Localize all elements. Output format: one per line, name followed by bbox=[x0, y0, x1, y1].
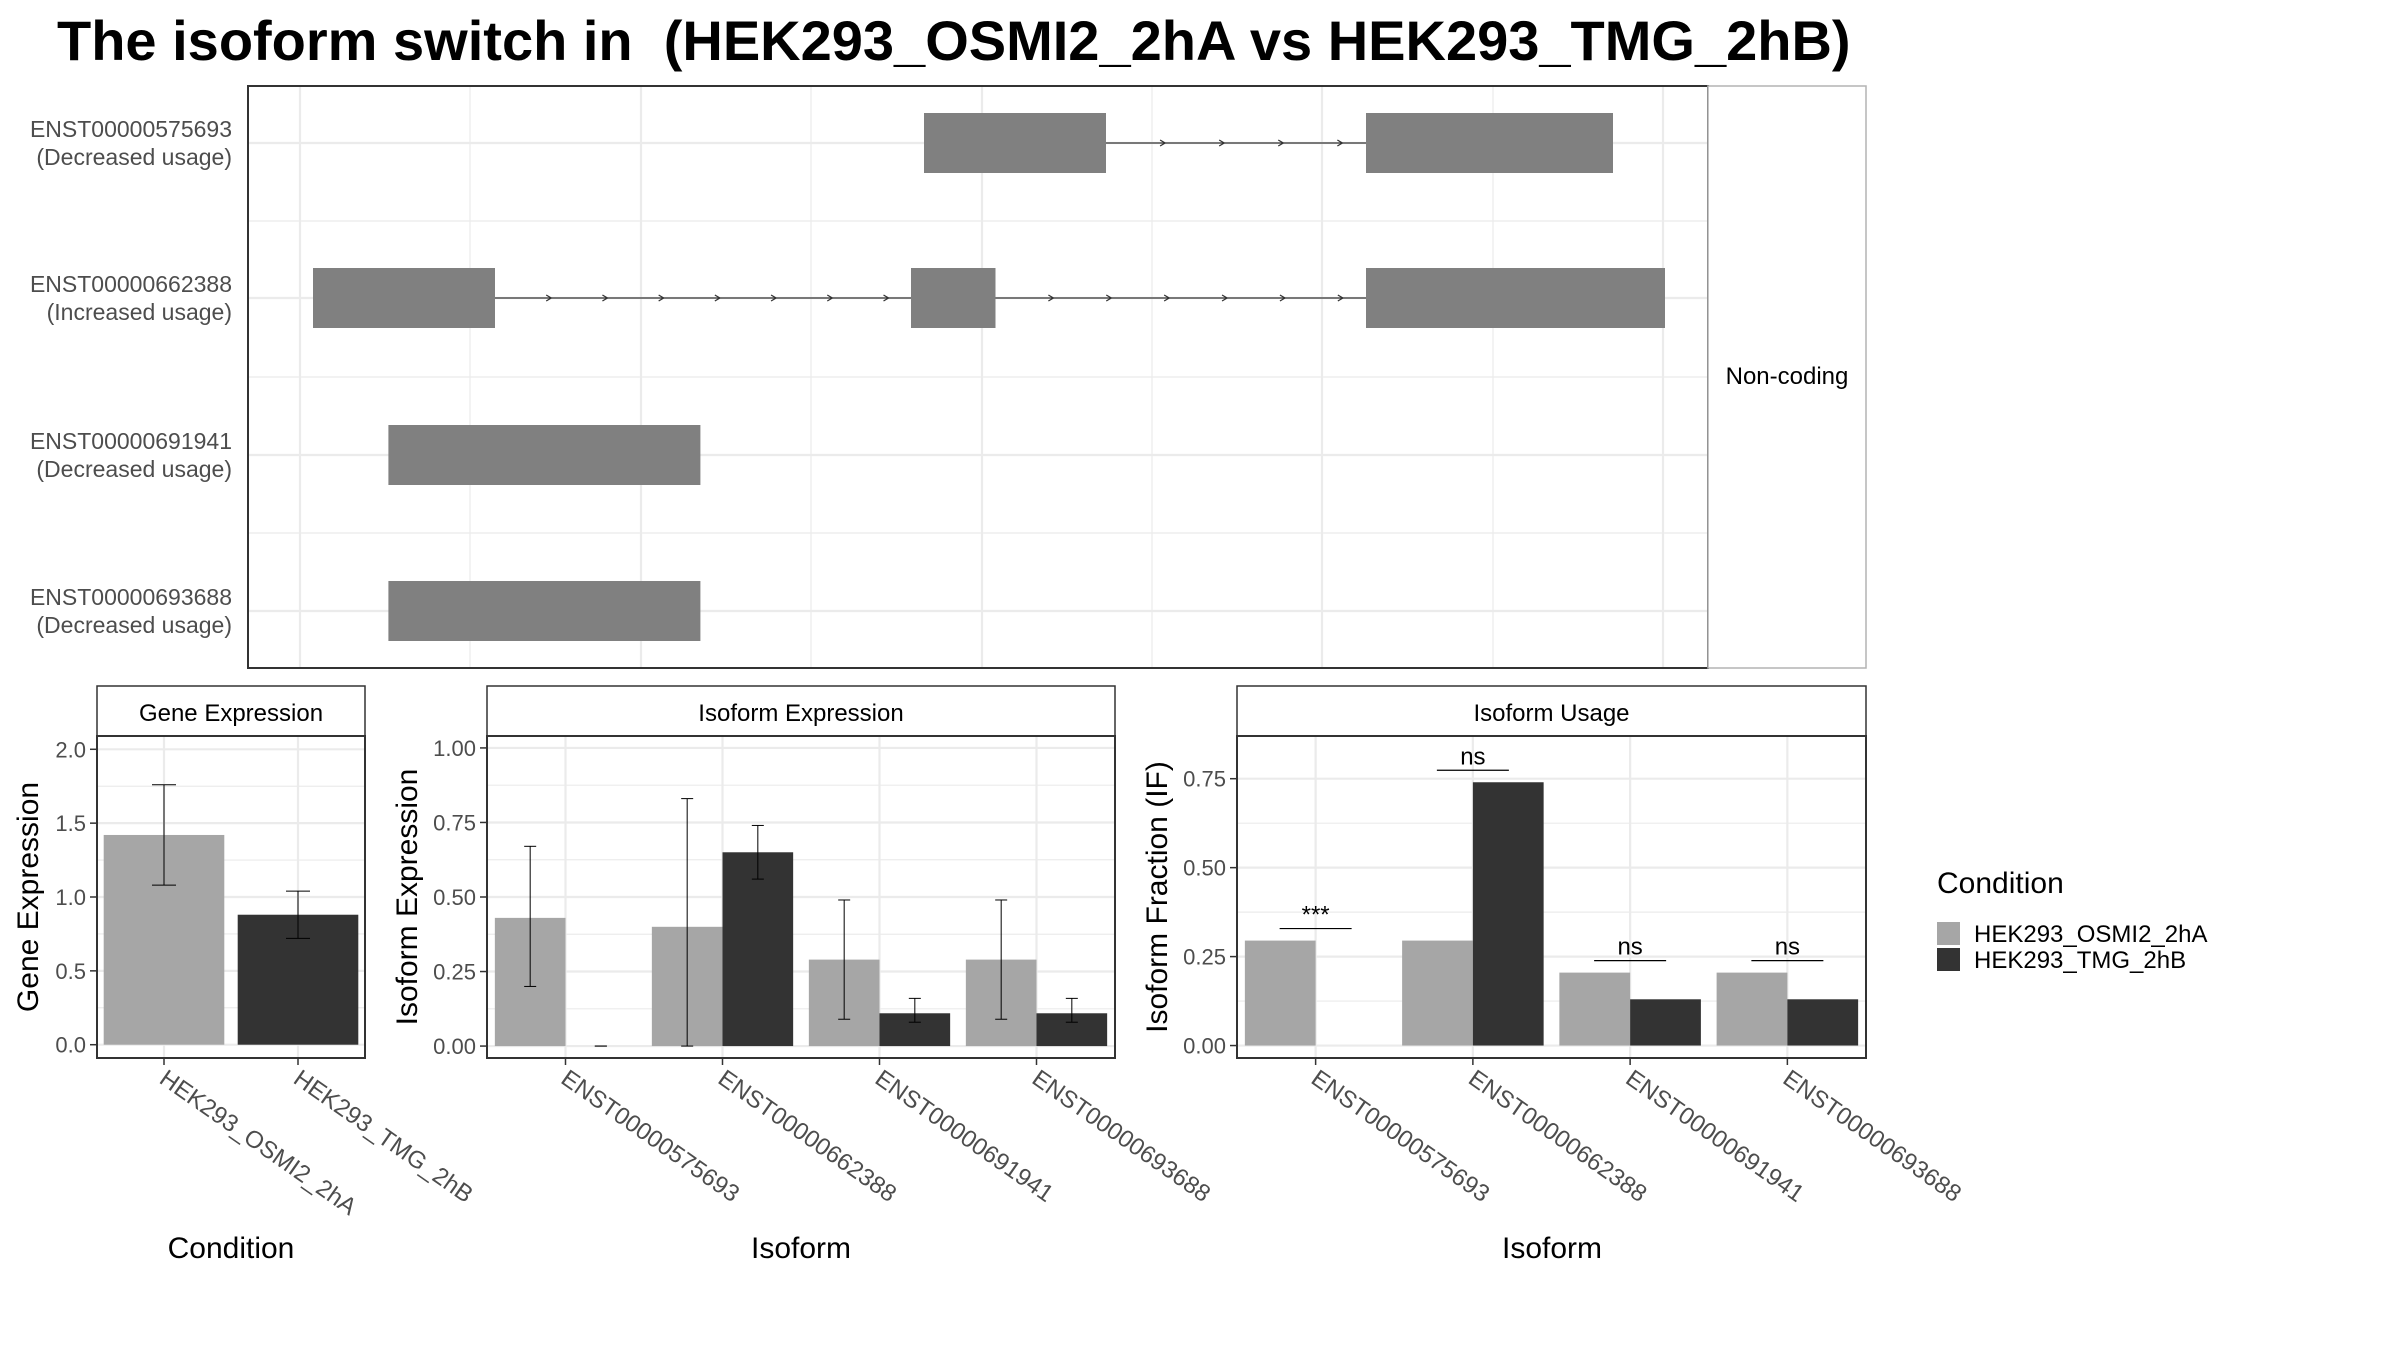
panel-strip bbox=[1236, 685, 1867, 737]
panel-strip-label: Isoform Expression bbox=[698, 700, 903, 727]
significance-label: ns bbox=[1460, 743, 1485, 770]
intron-direction-arrow bbox=[1277, 139, 1285, 147]
intron-direction-arrow bbox=[883, 294, 890, 302]
x-axis-title: Isoform bbox=[1502, 1232, 1602, 1265]
x-axis-title: Isoform bbox=[751, 1232, 851, 1265]
panel-strip-label: Gene Expression bbox=[139, 700, 323, 727]
transcript-usage-label: (Decreased usage) bbox=[36, 612, 232, 638]
intron-direction-arrow bbox=[1337, 294, 1345, 302]
intron-direction-arrow bbox=[1218, 139, 1226, 147]
y-tick-label: 0.75 bbox=[1183, 767, 1226, 792]
panel-strip bbox=[96, 685, 366, 737]
legend-label: HEK293_TMG_2hB bbox=[1974, 947, 2186, 974]
y-tick-label: 0.50 bbox=[1183, 856, 1226, 881]
y-axis-title: Isoform Fraction (IF) bbox=[1141, 761, 1174, 1033]
legend-label: HEK293_OSMI2_2hA bbox=[1974, 921, 2207, 948]
intron-direction-arrow bbox=[658, 294, 665, 302]
data-bar bbox=[1402, 940, 1473, 1046]
transcript-id-label: ENST00000693688 bbox=[30, 584, 232, 610]
intron-direction-arrow bbox=[1221, 294, 1229, 302]
intron-direction-arrow bbox=[1163, 294, 1171, 302]
intron-direction-arrow bbox=[1337, 139, 1344, 147]
y-tick-label: 0.50 bbox=[433, 885, 476, 910]
intron-direction-arrow bbox=[1048, 294, 1055, 302]
data-bar bbox=[1716, 972, 1788, 1046]
data-bar bbox=[722, 852, 794, 1047]
intron-direction-arrow bbox=[602, 294, 609, 302]
intron-direction-arrow bbox=[826, 294, 834, 302]
transcript-usage-label: (Decreased usage) bbox=[36, 456, 232, 482]
y-axis-title: Isoform Expression bbox=[391, 769, 424, 1026]
significance-label: ns bbox=[1775, 934, 1800, 961]
y-tick-label: 0.5 bbox=[55, 959, 86, 984]
y-tick-label: 0.00 bbox=[1183, 1034, 1226, 1059]
y-axis-title: Gene Expression bbox=[12, 782, 45, 1012]
x-axis-title: Condition bbox=[168, 1232, 295, 1265]
data-bar bbox=[1472, 782, 1544, 1046]
transcript-usage-label: (Increased usage) bbox=[47, 299, 232, 325]
exon-block bbox=[1366, 268, 1665, 328]
panel-strip-label: Isoform Usage bbox=[1473, 700, 1629, 727]
transcript-id-label: ENST00000575693 bbox=[30, 116, 232, 142]
exon-block bbox=[388, 581, 701, 641]
legend-title: Condition bbox=[1937, 867, 2064, 900]
structure-strip bbox=[1707, 85, 1867, 669]
legend-swatch bbox=[1937, 922, 1960, 945]
exon-block bbox=[388, 425, 701, 485]
intron-direction-arrow bbox=[545, 294, 553, 302]
y-tick-label: 1.0 bbox=[55, 885, 86, 910]
intron-direction-arrow bbox=[1279, 294, 1287, 302]
data-bar bbox=[1630, 999, 1701, 1046]
exon-block bbox=[924, 113, 1106, 173]
y-tick-label: 0.25 bbox=[1183, 945, 1226, 970]
data-bar bbox=[1787, 999, 1859, 1046]
panel-strip bbox=[486, 685, 1116, 737]
structure-strip-label: Non-coding bbox=[1726, 363, 1849, 390]
y-tick-label: 0.0 bbox=[55, 1033, 86, 1058]
y-tick-label: 0.75 bbox=[433, 810, 476, 835]
y-tick-label: 0.25 bbox=[433, 960, 476, 985]
significance-label: *** bbox=[1302, 902, 1330, 929]
figure-title: The isoform switch in (HEK293_OSMI2_2hA … bbox=[57, 9, 1851, 72]
intron-direction-arrow bbox=[770, 294, 778, 302]
intron-direction-arrow bbox=[1159, 139, 1167, 147]
y-tick-label: 2.0 bbox=[55, 737, 86, 762]
data-bar bbox=[1244, 940, 1316, 1046]
legend-swatch bbox=[1937, 948, 1960, 971]
transcript-id-label: ENST00000662388 bbox=[30, 271, 232, 297]
significance-label: ns bbox=[1617, 934, 1642, 961]
data-bar bbox=[1559, 972, 1631, 1046]
transcript-usage-label: (Decreased usage) bbox=[36, 144, 232, 170]
exon-block bbox=[313, 268, 495, 328]
y-tick-label: 0.00 bbox=[433, 1034, 476, 1059]
exon-block bbox=[1366, 113, 1613, 173]
intron-direction-arrow bbox=[1105, 294, 1113, 302]
panel-border bbox=[1236, 735, 1867, 1059]
y-tick-label: 1.5 bbox=[55, 811, 86, 836]
y-tick-label: 1.00 bbox=[433, 736, 476, 761]
transcript-id-label: ENST00000691941 bbox=[30, 428, 232, 454]
intron-direction-arrow bbox=[714, 294, 722, 302]
exon-block bbox=[911, 268, 996, 328]
